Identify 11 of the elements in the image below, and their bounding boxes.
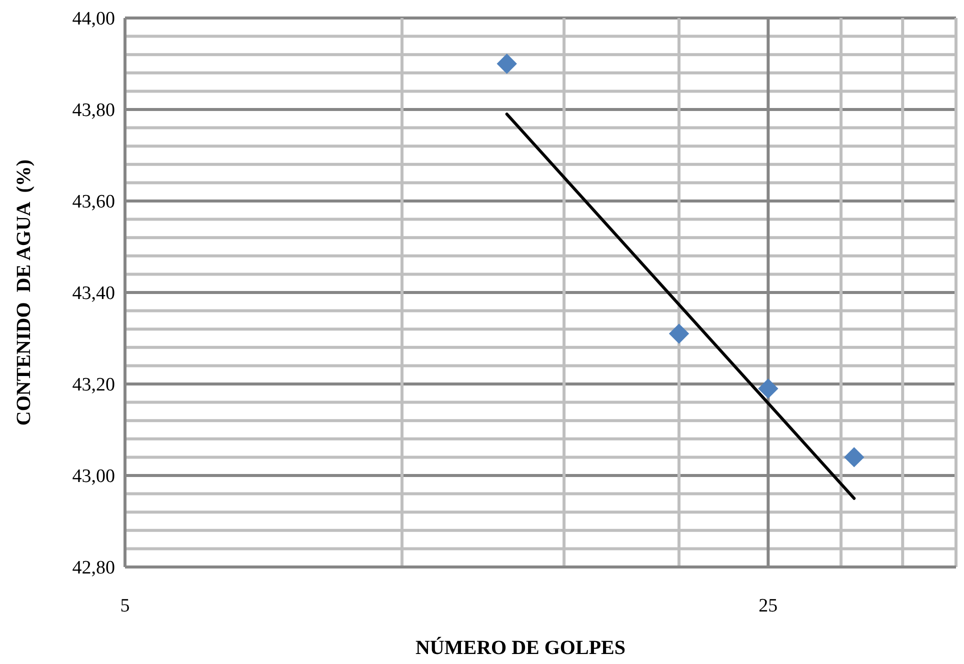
y-tick-label: 42,80 [72, 558, 115, 579]
y-tick-label: 43,00 [72, 466, 115, 488]
y-tick-label: 44,00 [72, 8, 115, 30]
y-tick-label: 43,40 [72, 283, 115, 304]
y-tick-label: 43,60 [72, 192, 115, 213]
x-tick-label: 5 [120, 596, 130, 617]
x-tick-label: 25 [758, 596, 778, 617]
y-axis-title: CONTENIDO DE AGUA (%) [13, 159, 35, 426]
x-axis-title: NÚMERO DE GOLPES [415, 636, 626, 659]
y-tick-label: 43,20 [72, 374, 115, 396]
y-tick-label: 43,80 [72, 100, 115, 122]
